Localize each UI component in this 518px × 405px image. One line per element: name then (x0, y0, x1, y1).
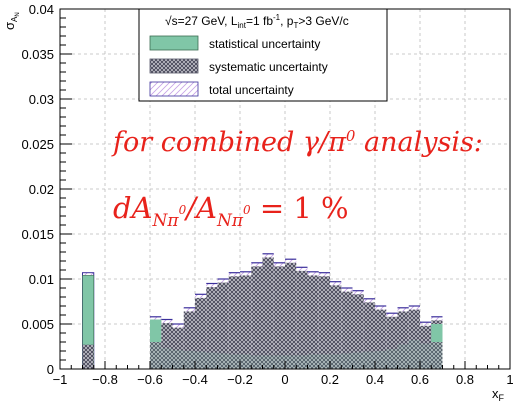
bar-syst (172, 327, 184, 369)
x-tick-labels: −1 −0.8 −0.6 −0.4 −0.2 0 0.2 0.4 0.6 0.8 1 (53, 372, 514, 387)
bar-stat-overlay (183, 351, 195, 369)
bar-syst (408, 309, 420, 369)
x-tick-label: −0.2 (227, 372, 253, 387)
bar-stat-overlay (262, 355, 274, 369)
bar-syst (330, 285, 342, 369)
legend-swatch-syst (149, 58, 199, 74)
annotation-line-2: dANπ0/ANπ0 = 1 % (113, 191, 349, 231)
bar-stat-overlay (352, 352, 364, 369)
y-tick-label: 0.015 (21, 227, 54, 242)
bar-syst (296, 270, 308, 369)
bar-syst (386, 316, 398, 369)
y-tick-label: 0.025 (21, 137, 54, 152)
legend-label-total: total uncertainty (209, 83, 294, 97)
bar-syst (273, 266, 285, 369)
y-tick-label: 0 (47, 362, 54, 377)
x-axis-label: xF (492, 386, 505, 403)
bar-stat-overlay (375, 351, 387, 369)
bar-syst (375, 309, 387, 369)
bar-stat-overlay (318, 354, 330, 369)
legend-swatch-total (149, 81, 199, 97)
bar-stat-left (150, 319, 162, 342)
bar-syst (240, 275, 252, 369)
legend-header: √s=27 GeV, Lint=1 fb-1, pT>3 GeV/c (165, 13, 349, 30)
bar-stat-overlay (228, 354, 240, 369)
x-tick-label: 0.6 (411, 372, 429, 387)
bar-syst (363, 302, 375, 369)
y-tick-labels: 0 0.005 0.01 0.015 0.02 0.025 0.03 0.035 0.04 (21, 2, 54, 377)
bar-stat-overlay (420, 343, 432, 369)
bar-syst (352, 294, 364, 369)
legend: √s=27 GeV, Lint=1 fb-1, pT>3 GeV/c stati… (138, 8, 388, 102)
bar-syst (307, 275, 319, 369)
y-tick-label: 0.02 (29, 182, 54, 197)
legend-label-stat: statistical uncertainty (209, 37, 320, 51)
x-tick-label: 0.8 (456, 372, 474, 387)
bar-stat-overlay (330, 354, 342, 369)
x-tick-label: 0.4 (366, 372, 384, 387)
bar-syst (161, 323, 173, 369)
bar-stat-overlay (206, 352, 218, 369)
x-tick-label: 0 (281, 372, 288, 387)
bar-stat-right (431, 324, 443, 342)
y-tick-label: 0.01 (29, 272, 54, 287)
bar-syst (318, 276, 330, 369)
y-tick-label: 0.04 (29, 2, 54, 17)
bar-syst (217, 282, 229, 369)
y-tick-label: 0.005 (21, 317, 54, 332)
bar-stat-overlay (251, 355, 263, 369)
bar-syst (285, 262, 297, 369)
y-axis-label: σAN (2, 12, 21, 30)
legend-label-syst: systematic uncertainty (209, 60, 328, 74)
bar-stat-overlay (150, 342, 162, 369)
bar-syst (82, 344, 94, 369)
legend-swatch-stat (149, 35, 199, 51)
y-tick-label: 0.035 (21, 47, 54, 62)
bar-stat-overlay (285, 355, 297, 369)
x-tick-label: 1 (506, 372, 513, 387)
bar-stat-overlay (217, 353, 229, 369)
bar-syst (397, 311, 409, 369)
bars (82, 253, 443, 370)
x-tick-label: −0.4 (182, 372, 208, 387)
bar-stat-overlay (273, 355, 285, 369)
x-tick-label: 0.2 (321, 372, 339, 387)
x-tick-label: −1 (53, 372, 68, 387)
bar-syst (341, 291, 353, 369)
ticks (59, 8, 511, 370)
bar-stat-overlay (307, 354, 319, 369)
bar-stat-overlay (431, 342, 443, 369)
bar-stat-overlay (341, 353, 353, 369)
bar-stat-overlay (195, 351, 207, 369)
bar-syst (228, 276, 240, 369)
x-tick-label: −0.6 (137, 372, 163, 387)
bar-syst (195, 297, 207, 369)
annotation-line-1: for combined γ/π0 analysis: (111, 127, 483, 158)
bar-stat-overlay (240, 354, 252, 369)
x-tick-label: −0.8 (92, 372, 118, 387)
bar-syst (251, 266, 263, 369)
bar-stat-overlay (397, 344, 409, 369)
bar-syst (206, 287, 218, 369)
bar-stat-overlay (408, 340, 420, 369)
bar-stat-overlay (172, 350, 184, 369)
bar-syst (262, 257, 274, 369)
bar-stat-overlay (296, 355, 308, 369)
bar-stat-overlay (161, 348, 173, 369)
y-tick-label: 0.03 (29, 92, 54, 107)
bar-stat-overlay (363, 351, 375, 369)
bar-syst (183, 311, 195, 369)
bar-stat-overlay (386, 349, 398, 369)
